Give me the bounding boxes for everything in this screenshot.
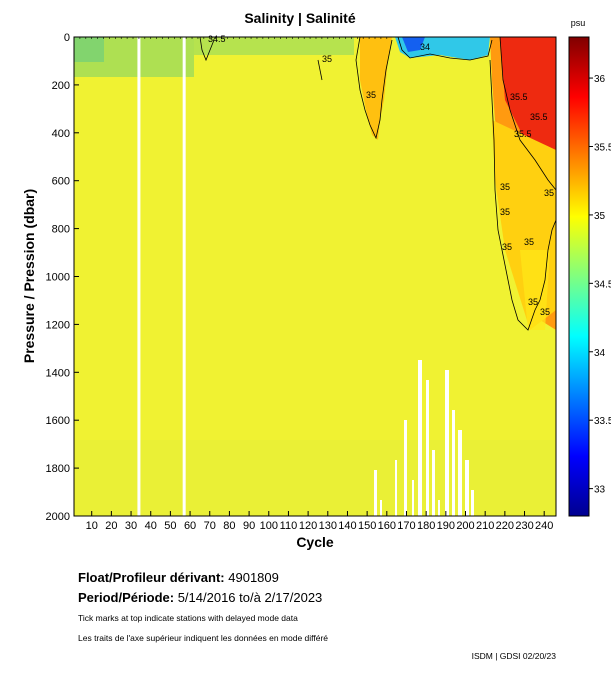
colorbar: psu 33 33.5 34 34.5 35 35.5 36 (568, 18, 611, 517)
y-axis: 0 200 400 600 800 1000 1200 1400 1600 1800 2000 (46, 32, 79, 523)
contour-label-1: 35 (322, 54, 332, 64)
deep-missing-data (374, 360, 474, 516)
x-tick-label-21: 220 (496, 520, 514, 532)
x-tick-label-1: 20 (105, 520, 117, 532)
contour-label-6: 35.5 (530, 112, 548, 122)
x-tick-label-17: 180 (417, 520, 435, 532)
note-french: Les traits de l'axe supérieur indiquent … (78, 633, 329, 643)
contour-35-region (520, 250, 550, 330)
colorbar-tick-label-6: 36 (594, 74, 606, 85)
colorbar-unit: psu (571, 18, 586, 28)
y-tick-label-0: 0 (64, 32, 70, 44)
missing-profile-0 (137, 37, 141, 516)
missing-profile-1 (182, 37, 186, 516)
x-tick-label-2: 30 (125, 520, 137, 532)
period-info: Period/Période: 5/14/2016 to/à 2/17/2023 (78, 590, 322, 605)
credit-line: ISDM | GDSI 02/20/23 (471, 651, 556, 661)
contour-line-34-5 (199, 37, 215, 62)
period-value: 5/14/2016 to/à 2/17/2023 (177, 590, 323, 605)
colorbar-tick-label-1: 33.5 (594, 416, 611, 427)
y-tick-label-6: 1200 (46, 319, 70, 331)
x-axis-label: Cycle (296, 534, 334, 550)
chart-title: Salinity | Salinité (244, 10, 355, 26)
x-tick-label-6: 70 (204, 520, 216, 532)
x-axis: 10 20 30 40 50 60 70 80 90 100 110 120 130 140 150 160 1… (86, 511, 553, 532)
y-tick-label-7: 1400 (46, 367, 70, 379)
x-tick-label-19: 200 (456, 520, 474, 532)
x-tick-label-14: 150 (358, 520, 376, 532)
note-english: Tick marks at top indicate stations with… (78, 613, 298, 623)
y-tick-label-2: 400 (52, 128, 70, 140)
contour-line-35-mid (317, 59, 323, 81)
contour-label-4: 35.5 (510, 92, 528, 102)
x-tick-label-13: 140 (338, 520, 356, 532)
float-value: 4901809 (228, 570, 279, 585)
plot-area (74, 37, 556, 516)
contour-label-12: 35 (528, 297, 538, 307)
contour-label-11: 35 (524, 237, 534, 247)
colorbar-tick-label-4: 35 (594, 211, 606, 222)
float-label: Float/Profileur dérivant: (78, 570, 225, 585)
x-tick-label-5: 60 (184, 520, 196, 532)
x-tick-label-7: 80 (223, 520, 235, 532)
surface-fresh-layer-2 (194, 37, 354, 55)
background-field (74, 37, 556, 516)
x-tick-label-23: 240 (535, 520, 553, 532)
y-axis-label: Pressure / Pression (dbar) (21, 189, 37, 363)
x-tick-label-22: 230 (515, 520, 533, 532)
y-tick-label-3: 600 (52, 176, 70, 188)
x-tick-label-9: 100 (260, 520, 278, 532)
contour-label-9: 35 (544, 188, 554, 198)
y-tick-label-5: 1000 (46, 272, 70, 284)
x-tick-label-16: 170 (397, 520, 415, 532)
x-tick-label-12: 130 (319, 520, 337, 532)
x-tick-label-4: 50 (164, 520, 176, 532)
x-tick-label-3: 40 (145, 520, 157, 532)
deep-layer (74, 440, 556, 516)
x-tick-label-8: 90 (243, 520, 255, 532)
contour-label-5: 35.5 (514, 129, 532, 139)
contour-label-10: 35 (502, 242, 512, 252)
surface-fresh-layer-3 (74, 37, 104, 62)
contour-line-35-5 (499, 37, 556, 191)
x-tick-label-15: 160 (378, 520, 396, 532)
colorbar-tick-label-2: 34 (594, 348, 606, 359)
colorbar-tick-label-0: 33 (594, 485, 606, 496)
colorbar-ticks: 33 33.5 34 34.5 35 35.5 36 (589, 74, 611, 496)
x-tick-label-18: 190 (437, 520, 455, 532)
x-tick-label-10: 110 (280, 520, 298, 532)
contour-label-7: 35 (500, 182, 510, 192)
delayed-mode-tick-marks (73, 37, 388, 39)
fresh-core (402, 37, 425, 52)
contour-line-35-left (355, 37, 393, 140)
contour-label-3: 35 (366, 90, 376, 100)
x-tick-label-11: 120 (299, 520, 317, 532)
colorbar-tick-label-3: 34.5 (594, 279, 611, 290)
missing-profiles (137, 37, 186, 516)
contour-label-8: 35 (500, 207, 510, 217)
contour-label-13: 35 (540, 307, 550, 317)
contour-line-34 (397, 37, 493, 61)
y-tick-label-8: 1600 (46, 415, 70, 427)
salty-tongue (360, 37, 392, 140)
colorbar-bar (568, 36, 590, 517)
x-tick-label-20: 210 (476, 520, 494, 532)
contour-label-2: 34 (420, 42, 430, 52)
contour-line-35-right (489, 59, 556, 331)
x-tick-label-0: 10 (86, 520, 98, 532)
contour-label-0: 34.5 (208, 34, 226, 44)
y-tick-label-1: 200 (52, 80, 70, 92)
period-label: Period/Période: (78, 590, 175, 605)
y-tick-label-10: 2000 (46, 511, 70, 523)
float-info: Float/Profileur dérivant: 4901809 (78, 570, 279, 585)
colorbar-tick-label-5: 35.5 (594, 142, 611, 153)
y-tick-label-9: 1800 (46, 463, 70, 475)
y-tick-label-4: 800 (52, 224, 70, 236)
